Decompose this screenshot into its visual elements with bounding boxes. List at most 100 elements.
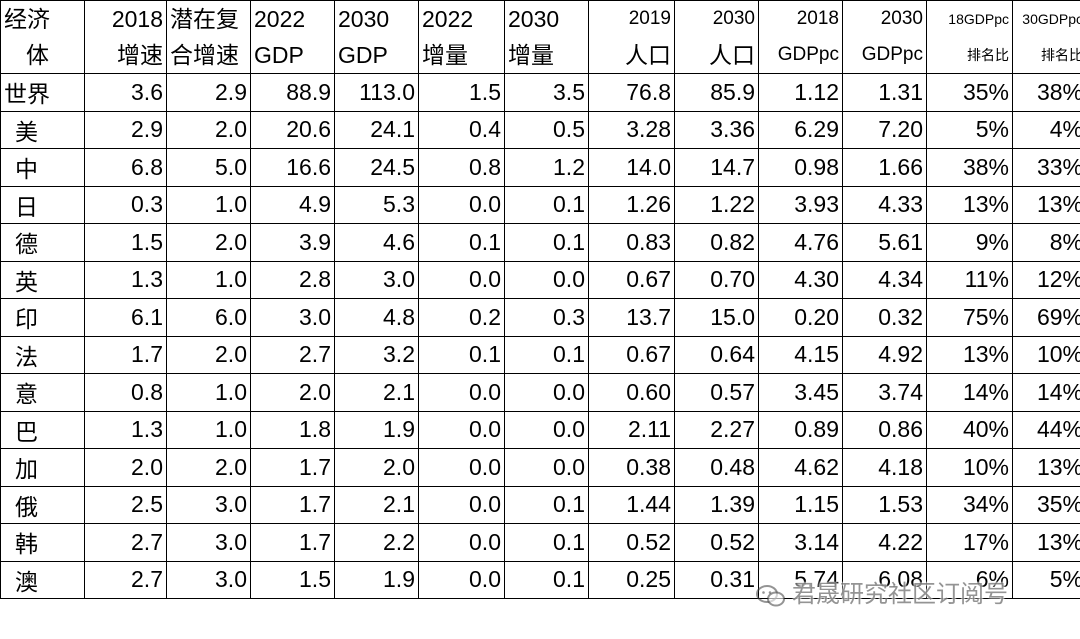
- table-cell: 1.66: [842, 148, 927, 187]
- table-cell: 0.1: [504, 485, 589, 524]
- table-cell: 3.0: [166, 485, 251, 524]
- table-cell: 0.83: [588, 223, 675, 262]
- table-cell: 1.22: [674, 185, 759, 224]
- table-cell: 75%: [926, 298, 1013, 337]
- header-line: 2019: [628, 8, 671, 29]
- table-cell: 0.3: [504, 298, 589, 337]
- table-cell: 3.93: [758, 185, 843, 224]
- header-line: 2030: [712, 8, 755, 29]
- table-row: 意 0.8 1.0 2.0 2.1 0.0 0.0 0.60 0.57 3.45 3.74 14% 14…: [0, 373, 1080, 412]
- table-row: 德 1.5 2.0 3.9 4.6 0.1 0.1 0.83 0.82 4.76 5.61 9% 8%: [0, 223, 1080, 262]
- table-cell: 0.0: [418, 410, 505, 449]
- table-cell: 1.7: [250, 523, 335, 562]
- table-cell: 0.1: [418, 223, 505, 262]
- table-cell: 0.52: [674, 523, 759, 562]
- economy-name-cell: 澳: [0, 560, 85, 599]
- header-economy: 经济 体: [0, 0, 85, 74]
- table-cell: 3.0: [250, 298, 335, 337]
- table-cell: 2.0: [334, 448, 419, 487]
- table-cell: 2.0: [166, 110, 251, 149]
- table-cell: 4.34: [842, 260, 927, 299]
- table-cell: 4.15: [758, 335, 843, 374]
- table-cell: 1.7: [84, 335, 167, 374]
- header-line: 2018: [796, 8, 839, 29]
- header-line: 2030: [338, 6, 390, 32]
- table-cell: 8%: [1012, 223, 1080, 262]
- table-cell: 3.14: [758, 523, 843, 562]
- table-cell: 5%: [1012, 560, 1080, 599]
- table-cell: 13.7: [588, 298, 675, 337]
- table-cell: 1.5: [250, 560, 335, 599]
- header-2019-population: 2019 人口: [588, 0, 675, 74]
- header-line: 人口: [709, 42, 755, 68]
- header-line: GDP: [338, 42, 388, 68]
- table-row: 世界 3.6 2.9 88.9 113.0 1.5 3.5 76.8 85.9 1.12 1.31 3…: [0, 73, 1080, 112]
- table-row: 法 1.7 2.0 2.7 3.2 0.1 0.1 0.67 0.64 4.15 4.92 13% 10…: [0, 335, 1080, 374]
- table-cell: 1.3: [84, 260, 167, 299]
- table-cell: 113.0: [334, 73, 419, 112]
- table-cell: 0.0: [418, 560, 505, 599]
- table-cell: 0.48: [674, 448, 759, 487]
- table-cell: 0.0: [418, 523, 505, 562]
- table-cell: 2.2: [334, 523, 419, 562]
- table-cell: 15.0: [674, 298, 759, 337]
- table-cell: 44%: [1012, 410, 1080, 449]
- header-2018-growth: 2018 增速: [84, 0, 167, 74]
- table-cell: 0.64: [674, 335, 759, 374]
- table-cell: 1.53: [842, 485, 927, 524]
- table-cell: 35%: [926, 73, 1013, 112]
- header-line: 2022: [254, 6, 306, 32]
- table-cell: 2.1: [334, 485, 419, 524]
- table-cell: 2.0: [250, 373, 335, 412]
- table-cell: 4.18: [842, 448, 927, 487]
- table-cell: 13%: [926, 185, 1013, 224]
- economy-name-cell: 意: [0, 373, 85, 412]
- table-cell: 4%: [1012, 110, 1080, 149]
- table-cell: 16.6: [250, 148, 335, 187]
- table-cell: 6%: [926, 560, 1013, 599]
- header-line: 经济: [4, 6, 50, 32]
- table-cell: 1.2: [504, 148, 589, 187]
- header-potential-growth: 潜在复 合增速: [166, 0, 251, 74]
- header-line: 体: [26, 42, 49, 68]
- table-cell: 0.1: [504, 560, 589, 599]
- table-cell: 0.0: [418, 448, 505, 487]
- table-cell: 0.8: [84, 373, 167, 412]
- table-cell: 0.57: [674, 373, 759, 412]
- table-cell: 0.25: [588, 560, 675, 599]
- header-line: 2018: [111, 6, 163, 32]
- table-cell: 0.0: [504, 260, 589, 299]
- table-cell: 1.0: [166, 410, 251, 449]
- table-cell: 1.0: [166, 373, 251, 412]
- table-cell: 13%: [926, 335, 1013, 374]
- header-line: 合增速: [170, 42, 239, 68]
- table-cell: 0.0: [504, 448, 589, 487]
- table-cell: 0.32: [842, 298, 927, 337]
- economy-name-cell: 加: [0, 448, 85, 487]
- table-cell: 0.1: [504, 335, 589, 374]
- table-cell: 0.0: [418, 260, 505, 299]
- table-cell: 0.60: [588, 373, 675, 412]
- table-cell: 4.92: [842, 335, 927, 374]
- header-line: GDPpc: [777, 44, 839, 65]
- header-30gdppc-rank-ratio: 30GDPpc 排名比: [1012, 0, 1080, 74]
- table-cell: 2.7: [84, 523, 167, 562]
- economy-name-cell: 世界: [0, 73, 85, 112]
- table-cell: 2.9: [84, 110, 167, 149]
- table-cell: 2.0: [166, 335, 251, 374]
- table-cell: 1.12: [758, 73, 843, 112]
- table-cell: 0.52: [588, 523, 675, 562]
- table-row: 英 1.3 1.0 2.8 3.0 0.0 0.0 0.67 0.70 4.30 4.34 11% 12…: [0, 260, 1080, 299]
- gdp-table: 经济 体 2018 增速 潜在复 合增速 2022 GDP 2030 GDP 2…: [0, 0, 1080, 599]
- table-cell: 40%: [926, 410, 1013, 449]
- table-cell: 0.1: [504, 223, 589, 262]
- table-row: 加 2.0 2.0 1.7 2.0 0.0 0.0 0.38 0.48 4.62 4.18 10% 13…: [0, 448, 1080, 487]
- table-cell: 14%: [1012, 373, 1080, 412]
- table-cell: 69%: [1012, 298, 1080, 337]
- header-line: 2030: [508, 6, 560, 32]
- table-cell: 4.76: [758, 223, 843, 262]
- economy-name-cell: 德: [0, 223, 85, 262]
- header-row: 经济 体 2018 增速 潜在复 合增速 2022 GDP 2030 GDP 2…: [0, 0, 1080, 74]
- table-cell: 0.38: [588, 448, 675, 487]
- economy-name-cell: 印: [0, 298, 85, 337]
